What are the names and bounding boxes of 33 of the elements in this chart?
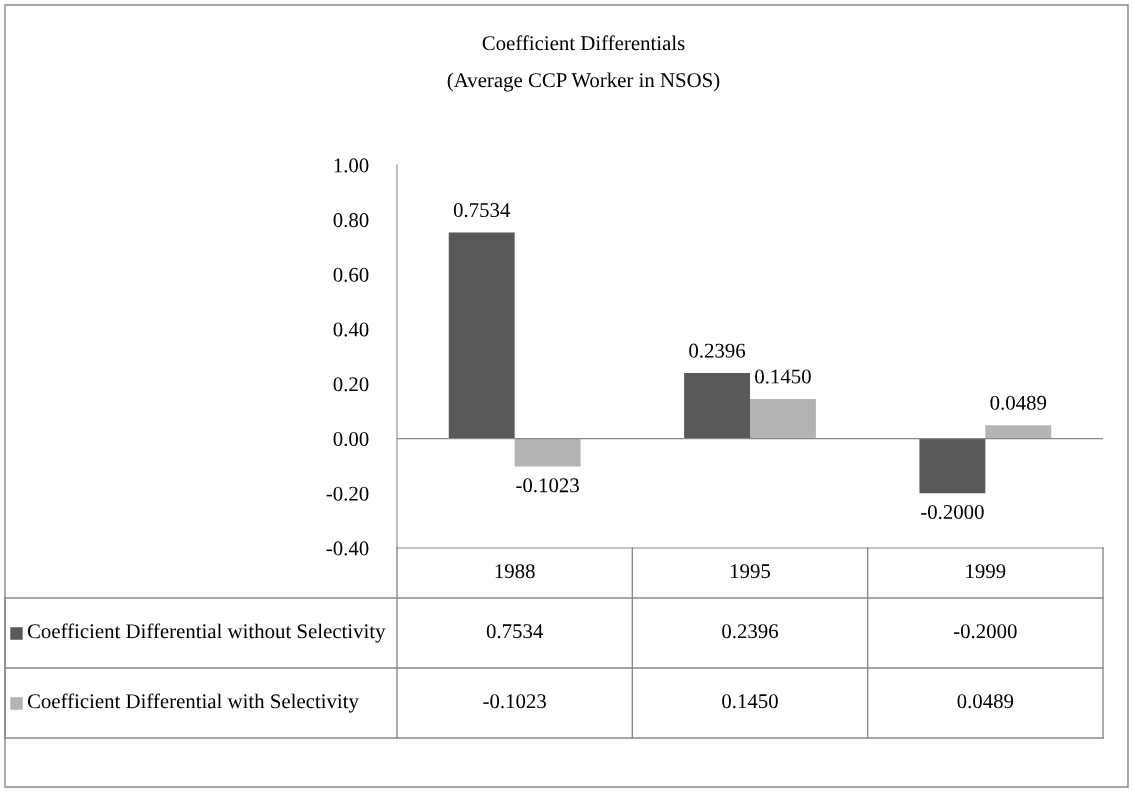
- legend-label: Coefficient Differential without Selectivity: [27, 623, 386, 643]
- y-tick-label: 0.20: [333, 377, 369, 392]
- y-tick-label: 0.60: [333, 267, 369, 282]
- x-tick-label: 1988: [495, 564, 535, 579]
- text: 0.2396: [689, 343, 746, 358]
- x-tick-label: 1999: [966, 564, 1006, 579]
- text: 0.0489: [990, 395, 1047, 410]
- y-tick-label: -0.40: [326, 541, 369, 556]
- bar: [448, 232, 515, 439]
- chart-subtitle: (Average CCP Worker in NSOS): [447, 72, 720, 92]
- y-tick-label: 0.00: [333, 431, 369, 447]
- bar: [514, 438, 581, 467]
- text: 0.1450: [755, 369, 811, 384]
- bar: [750, 398, 816, 439]
- legend-label: Coefficient Differential with Selectivity: [27, 693, 359, 713]
- text: 0.7534: [453, 203, 511, 218]
- y-tick-label: 1.00: [334, 158, 369, 173]
- text: -0.2000: [921, 505, 984, 520]
- data-label: 0.1450: [722, 694, 778, 709]
- y-tick-label: 0.40: [333, 322, 369, 337]
- data-label: 0.0489: [957, 694, 1014, 709]
- bar: [919, 438, 986, 494]
- data-label: 0.2396: [722, 624, 779, 639]
- y-tick-label: -0.20: [326, 486, 369, 501]
- y-tick-label: 0.80: [333, 213, 369, 228]
- data-label: -0.1023: [483, 694, 546, 709]
- text: -0.1023: [516, 478, 579, 493]
- data-label: -0.2000: [953, 624, 1017, 639]
- x-tick-label: 1995: [731, 564, 771, 579]
- data-label: 0.7534: [486, 624, 543, 639]
- chart-title: Coefficient Differentials: [482, 35, 685, 51]
- bar: [985, 425, 1052, 439]
- bar: [684, 373, 750, 439]
